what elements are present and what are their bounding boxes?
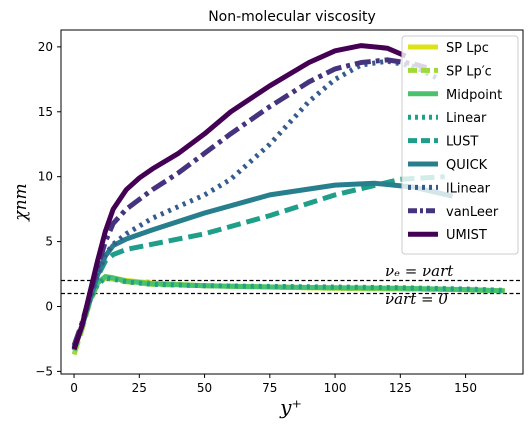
- x-tick-label-4: 100: [324, 381, 347, 395]
- legend: SP Lpc SP Lp′c Midpoint Linear LUST QUICK lLin…: [401, 35, 519, 255]
- y-tick-label-3: 10: [38, 170, 53, 184]
- series-line-2: [71, 274, 505, 352]
- y-axis-ticks: −5 0 5 10 15 20: [35, 40, 61, 378]
- legend-label-5: QUICK: [446, 158, 488, 173]
- y-tick-label-2: 5: [45, 235, 53, 249]
- annotation-ve-equals-vart: νₑ = νart: [385, 262, 454, 280]
- legend-label-6: lLinear: [446, 181, 491, 196]
- y-axis-label: χnm: [11, 183, 31, 221]
- chart-title: Non-molecular viscosity: [208, 9, 376, 25]
- legend-label-2: Midpoint: [446, 88, 502, 103]
- legend-label-8: UMIST: [446, 228, 487, 243]
- y-tick-label-5: 20: [38, 40, 53, 54]
- series-line-7: [71, 57, 428, 347]
- legend-items: SP Lpc SP Lp′c Midpoint Linear LUST QUICK lLin…: [408, 41, 502, 243]
- legend-label-1: SP Lp′c: [446, 64, 492, 79]
- legend-label-4: LUST: [446, 135, 478, 150]
- x-tick-label-6: 150: [454, 381, 477, 395]
- plot-lines: [61, 43, 523, 356]
- x-tick-label-0: 0: [70, 381, 78, 395]
- legend-label-3: Linear: [446, 111, 487, 126]
- y-tick-label-1: 0: [45, 299, 53, 313]
- x-axis-ticks: 0 25 50 75 100 125 150: [70, 374, 477, 395]
- x-tick-label-3: 75: [262, 381, 277, 395]
- plot-area-frame: [60, 29, 524, 375]
- legend-frame: [401, 35, 519, 255]
- y-tick-label-4: 15: [38, 105, 53, 119]
- y-tick-label-0: −5: [35, 364, 53, 378]
- x-tick-label-1: 25: [132, 381, 147, 395]
- series-line-3: [71, 275, 505, 349]
- series-line-8: [71, 43, 407, 351]
- x-axis-label-text: y⁺: [279, 395, 302, 419]
- legend-label-0: SP Lpc: [446, 41, 489, 56]
- x-tick-label-5: 125: [389, 381, 412, 395]
- x-tick-label-2: 50: [197, 381, 212, 395]
- x-axis-label: y⁺: [279, 395, 302, 419]
- annotation-vart-equals-zero: νart = 0: [385, 290, 448, 308]
- legend-label-7: vanLeer: [446, 205, 499, 220]
